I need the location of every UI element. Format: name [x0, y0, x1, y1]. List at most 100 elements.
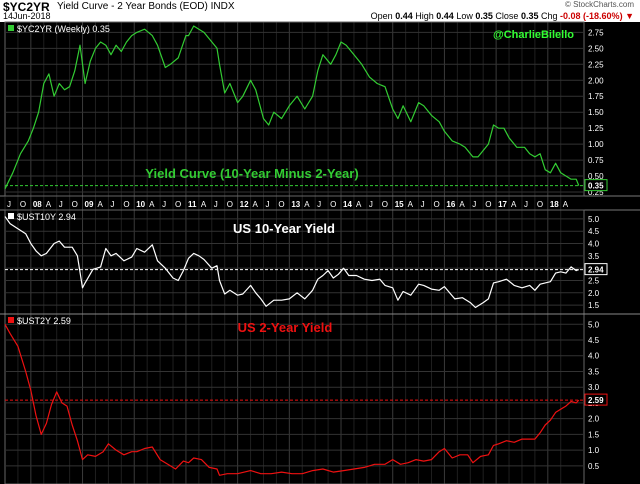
high-label: High — [415, 11, 434, 21]
x-tick-label: J — [7, 200, 11, 209]
x-tick-label: 10 — [136, 200, 145, 209]
yield-curve-y-tick-label: 0.25 — [588, 188, 604, 197]
us2y-y-tick-label: 1.5 — [588, 430, 600, 439]
x-tick-label: J — [162, 200, 166, 209]
x-tick-label: O — [278, 200, 284, 209]
ohlc-readout: Open 0.44 High 0.44 Low 0.35 Close 0.35 … — [371, 11, 634, 21]
yield-curve-y-tick-label: 2.50 — [588, 44, 604, 53]
x-tick-label: 16 — [446, 200, 455, 209]
us2y-y-tick-label: 4.5 — [588, 336, 600, 345]
x-tick-label: O — [175, 200, 181, 209]
yield-curve-y-tick-label: 0.50 — [588, 172, 604, 181]
close-value: 0.35 — [520, 11, 539, 21]
us10y-legend-swatch — [8, 213, 14, 219]
x-tick-label: A — [408, 200, 414, 209]
chart-background — [0, 22, 640, 484]
close-label: Close — [495, 11, 519, 21]
yield-curve-y-tick-label: 1.25 — [588, 124, 604, 133]
x-tick-label: 18 — [550, 200, 559, 209]
yield-curve-y-tick-label: 2.25 — [588, 60, 604, 69]
us10y-y-tick-label: 4.0 — [588, 240, 600, 249]
low-value: 0.35 — [475, 11, 493, 21]
x-tick-label: A — [459, 200, 465, 209]
open-value: 0.44 — [395, 11, 413, 21]
x-tick-label: 11 — [188, 200, 197, 209]
us10y-y-tick-label: 2.0 — [588, 289, 600, 298]
us10y-y-tick-label: 5.0 — [588, 215, 600, 224]
open-label: Open — [370, 11, 393, 21]
us2y-y-tick-label: 3.0 — [588, 383, 600, 392]
yield-curve-y-tick-label: 2.00 — [588, 76, 604, 85]
yield-curve-panel-border — [4, 21, 585, 197]
x-tick-label: A — [304, 200, 310, 209]
us10y-y-tick-label: 1.5 — [588, 301, 600, 310]
us2y-last-value-label: 2.59 — [588, 396, 604, 405]
us10y-y-tick-label: 2.5 — [588, 276, 600, 285]
yield-curve-legend: $YC2YR (Weekly) 0.35 — [17, 24, 110, 34]
low-label: Low — [456, 11, 473, 21]
us2y-y-tick-label: 4.0 — [588, 352, 600, 361]
x-tick-label: 08 — [33, 200, 42, 209]
author-credit: @CharlieBilello — [493, 29, 574, 41]
yield-curve-series-line — [4, 25, 580, 190]
x-tick-label: A — [563, 200, 569, 209]
x-tick-label: O — [382, 200, 388, 209]
us10y-legend: $UST10Y 2.94 — [17, 212, 76, 222]
us10y-last-value-badge — [584, 263, 608, 276]
x-tick-label: A — [97, 200, 103, 209]
x-tick-label: J — [421, 200, 425, 209]
chart-description: Yield Curve - 2 Year Bonds (EOD) INDX — [57, 1, 235, 12]
yield-curve-y-tick-label: 2.75 — [588, 28, 604, 37]
chg-label: Chg — [541, 11, 558, 21]
yield-curve-legend-swatch — [8, 25, 14, 31]
x-tick-label: O — [433, 200, 439, 209]
x-tick-label: O — [537, 200, 543, 209]
x-tick-label: 14 — [343, 200, 352, 209]
yield-curve-last-value-badge — [584, 179, 608, 192]
us10y-y-tick-label: 3.5 — [588, 252, 600, 261]
yield-curve-y-tick-label: 1.75 — [588, 92, 604, 101]
us10y-y-tick-label: 4.5 — [588, 227, 600, 236]
us2y-y-tick-label: 1.0 — [588, 446, 600, 455]
x-tick-label: O — [20, 200, 26, 209]
us2y-last-value-badge — [584, 393, 608, 406]
chart-header: $YC2YR Yield Curve - 2 Year Bonds (EOD) … — [0, 0, 640, 22]
x-tick-label: J — [265, 200, 269, 209]
x-tick-label: O — [485, 200, 491, 209]
chart-date: 14Jun-2018 — [3, 11, 51, 21]
x-tick-label: O — [72, 200, 78, 209]
stockcharts-watermark: © StockCharts.com — [564, 0, 634, 9]
x-tick-label: 17 — [498, 200, 507, 209]
yield-curve-annotation: Yield Curve (10-Year Minus 2-Year) — [145, 166, 358, 181]
us2y-series-line — [4, 324, 580, 476]
yield-curve-y-tick-label: 0.75 — [588, 156, 604, 165]
us2y-y-tick-label: 3.5 — [588, 367, 600, 376]
x-tick-label: O — [123, 200, 129, 209]
us2y-annotation: US 2-Year Yield — [238, 320, 333, 335]
x-tick-label: O — [227, 200, 233, 209]
us2y-legend: $UST2Y 2.59 — [17, 316, 71, 326]
x-tick-label: 13 — [291, 200, 300, 209]
us2y-y-tick-label: 5.0 — [588, 320, 600, 329]
us10y-last-value-label: 2.94 — [588, 266, 604, 275]
x-tick-label: J — [214, 200, 218, 209]
yield-curve-y-tick-label: 1.00 — [588, 140, 604, 149]
x-tick-label: A — [356, 200, 362, 209]
x-tick-label: O — [330, 200, 336, 209]
us10y-annotation: US 10-Year Yield — [233, 221, 335, 236]
us10y-series-line — [4, 216, 580, 309]
us2y-legend-swatch — [8, 317, 14, 323]
chart-description-text: Yield Curve - 2 Year Bonds (EOD) — [57, 1, 208, 12]
yield-curve-last-value-label: 0.35 — [588, 182, 604, 191]
x-tick-label: 12 — [240, 200, 249, 209]
x-tick-label: 09 — [85, 200, 94, 209]
x-tick-label: J — [369, 200, 373, 209]
chg-value: -0.08 (-18.60%) — [560, 11, 623, 21]
high-value: 0.44 — [436, 11, 454, 21]
x-tick-label: A — [253, 200, 259, 209]
x-tick-label: J — [110, 200, 114, 209]
x-tick-label: A — [46, 200, 52, 209]
x-tick-label: A — [149, 200, 155, 209]
chart-symbol: $YC2YR — [3, 0, 50, 14]
